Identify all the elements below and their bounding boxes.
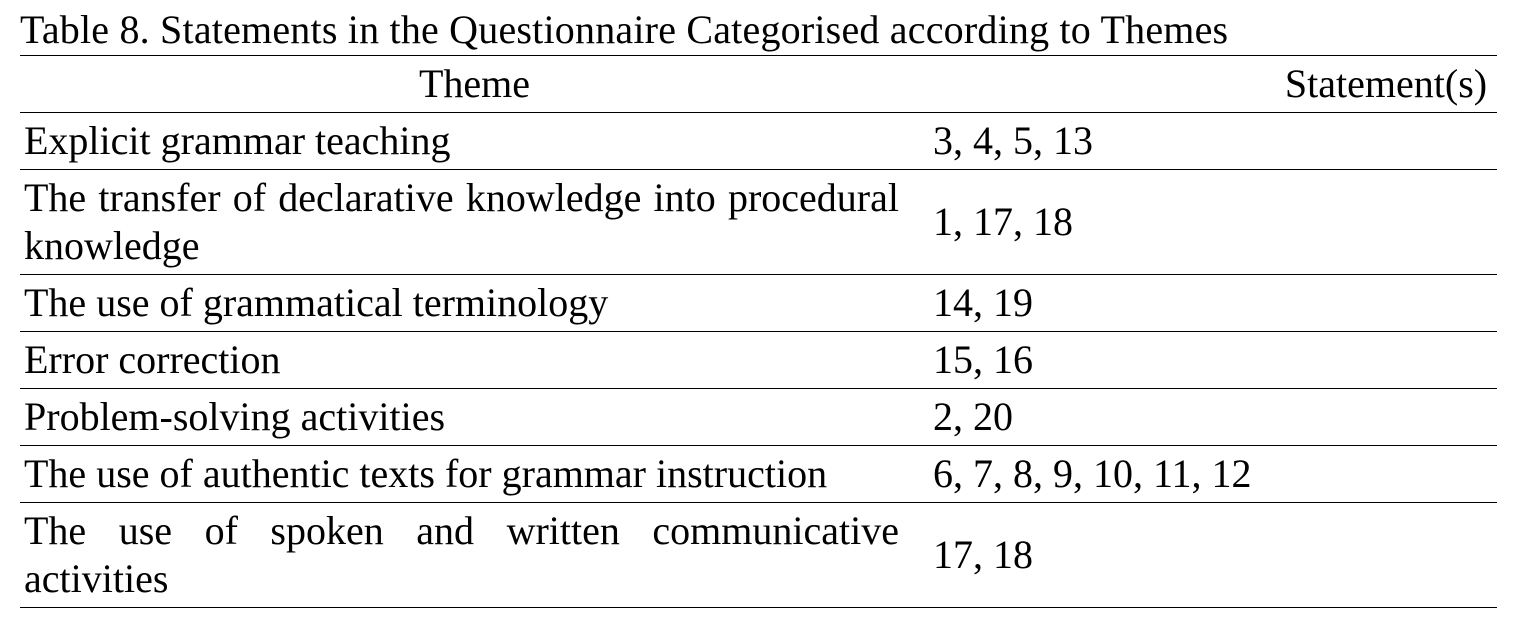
table-row: The transfer of declarative knowledge in… — [20, 170, 1497, 275]
table-row: The use of authentic texts for grammar i… — [20, 446, 1497, 503]
col-header-statements: Statement(s) — [929, 56, 1497, 113]
table-header-row: Theme Statement(s) — [20, 56, 1497, 113]
table-row: The use of grammatical terminology 14, 1… — [20, 275, 1497, 332]
statements-cell: 1, 17, 18 — [929, 170, 1497, 275]
statements-cell: 17, 18 — [929, 503, 1497, 608]
statements-cell: 2, 20 — [929, 389, 1497, 446]
themes-table: Theme Statement(s) Explicit grammar teac… — [20, 56, 1497, 608]
table-row: Problem-solving activities 2, 20 — [20, 389, 1497, 446]
theme-cell: The use of authentic texts for grammar i… — [20, 446, 929, 503]
col-header-theme: Theme — [20, 56, 929, 113]
theme-cell: The transfer of declarative knowledge in… — [20, 170, 929, 275]
table-caption: Table 8. Statements in the Questionnaire… — [20, 6, 1497, 56]
table-row: The use of spoken and written communicat… — [20, 503, 1497, 608]
statements-cell: 14, 19 — [929, 275, 1497, 332]
theme-cell: The use of spoken and written communicat… — [20, 503, 929, 608]
statements-cell: 15, 16 — [929, 332, 1497, 389]
theme-cell: Error correction — [20, 332, 929, 389]
theme-cell: Problem-solving activities — [20, 389, 929, 446]
theme-cell: The use of grammatical terminology — [20, 275, 929, 332]
statements-cell: 3, 4, 5, 13 — [929, 113, 1497, 170]
table-row: Explicit grammar teaching 3, 4, 5, 13 — [20, 113, 1497, 170]
theme-cell: Explicit grammar teaching — [20, 113, 929, 170]
table-row: Error correction 15, 16 — [20, 332, 1497, 389]
statements-cell: 6, 7, 8, 9, 10, 11, 12 — [929, 446, 1497, 503]
